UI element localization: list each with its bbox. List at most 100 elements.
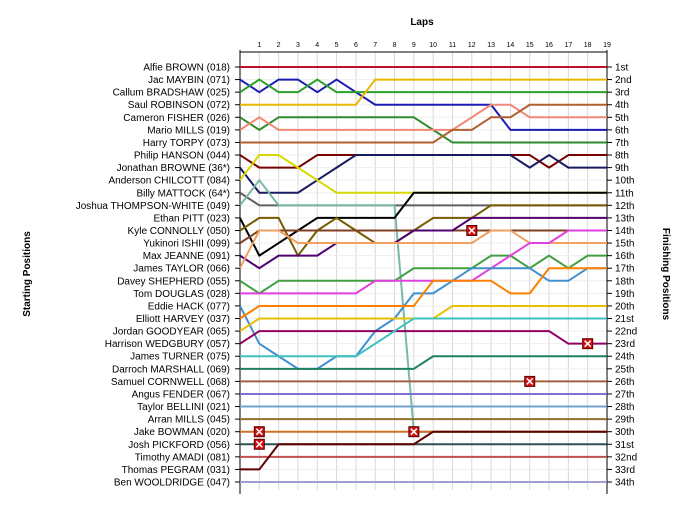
- start-label: Angus FENDER (067): [132, 389, 230, 400]
- finish-label: 22nd: [615, 327, 637, 338]
- start-label: Anderson CHILCOTT (084): [108, 176, 230, 187]
- start-label: Harrison WEDGBURY (057): [105, 339, 230, 350]
- start-label: Joshua THOMPSON-WHITE (049): [76, 201, 230, 212]
- finish-label: 3rd: [615, 88, 629, 99]
- series-lines: [239, 66, 607, 483]
- lap-tick-label: 11: [449, 42, 456, 49]
- start-label: Ethan PITT (023): [153, 213, 230, 224]
- start-label: Ben WOOLDRIDGE (047): [114, 478, 230, 489]
- retirement-cross: [410, 428, 418, 436]
- start-label: Yukinori ISHII (099): [143, 239, 230, 250]
- finish-label: 4th: [615, 100, 629, 111]
- lap-tick-label: 6: [354, 42, 358, 49]
- series-line: [240, 103, 607, 144]
- finish-label: 6th: [615, 125, 629, 136]
- series-line: [240, 430, 607, 471]
- series-line: [239, 216, 607, 270]
- finish-label: 12th: [615, 201, 634, 212]
- lap-tick-label: 13: [487, 42, 495, 49]
- lap-tick-label: 2: [277, 42, 281, 49]
- finish-label: 5th: [615, 113, 629, 124]
- finish-label: 11th: [615, 188, 634, 199]
- lap-tick-label: 12: [468, 42, 476, 49]
- lap-ticks: 1 2 3 4 5 6 7 8 9 10 11 12 13 14 15 16 17 18 19: [257, 42, 611, 49]
- finish-label: 24th: [615, 352, 634, 363]
- series-line: [239, 154, 607, 194]
- finish-label: 7th: [615, 138, 629, 149]
- series-line: [239, 116, 607, 144]
- start-label: Jake BOWMAN (020): [134, 427, 230, 438]
- start-label: Eddie HACK (077): [148, 301, 230, 312]
- finish-label: 18th: [615, 276, 634, 287]
- finish-label: 13th: [615, 213, 634, 224]
- lap-tick-label: 10: [429, 42, 437, 49]
- start-label: Mario MILLS (019): [147, 125, 230, 136]
- series-line: [239, 191, 607, 257]
- series-line: [239, 191, 607, 207]
- finish-label: 29th: [615, 415, 634, 426]
- lap-tick-label: 18: [584, 42, 592, 49]
- lap-tick-label: 14: [507, 42, 515, 49]
- finish-label: 17th: [615, 264, 634, 275]
- start-label: Max JEANNE (091): [143, 251, 230, 262]
- start-label: Billy MATTOCK (64*): [136, 188, 230, 199]
- series-line: [239, 330, 607, 345]
- finish-label: 10th: [615, 176, 634, 187]
- start-label: Timothy AMADI (081): [135, 452, 230, 463]
- lap-tick-label: 7: [373, 42, 377, 49]
- finish-label: 8th: [615, 151, 629, 162]
- start-label: Samuel CORNWELL (068): [111, 377, 230, 388]
- lap-tick-label: 8: [393, 42, 397, 49]
- start-label: Arran MILLS (045): [148, 415, 230, 426]
- retirement-cross: [584, 340, 592, 348]
- start-label: Philip HANSON (044): [134, 151, 230, 162]
- finish-label: 33rd: [615, 465, 635, 476]
- starting-positions-label: Starting Positions: [22, 231, 33, 317]
- finish-label: 34th: [615, 478, 634, 489]
- series-line: [239, 204, 607, 257]
- lap-tick-label: 19: [603, 42, 611, 49]
- finishing-position-labels: 1st2nd3rd4th5th6th7th8th9th10th11th12th1…: [607, 63, 637, 489]
- start-label: Jordan GOODYEAR (065): [113, 327, 230, 338]
- lap-tick-label: 9: [412, 42, 416, 49]
- lap-tick-label: 17: [564, 42, 572, 49]
- starting-position-labels: Alfie BROWN (018)Jac MAYBIN (071) Callum …: [76, 63, 240, 489]
- finish-label: 28th: [615, 402, 634, 413]
- retirement-cross: [526, 377, 534, 385]
- series-line: [240, 317, 607, 358]
- start-label: Alfie BROWN (018): [143, 63, 230, 74]
- series-line: [240, 78, 607, 106]
- finish-label: 26th: [615, 377, 634, 388]
- series-line: [239, 78, 607, 94]
- start-label: Harry TORPY (073): [143, 138, 230, 149]
- start-label: James TURNER (075): [130, 352, 230, 363]
- series-line: [239, 78, 607, 131]
- start-label: Josh PICKFORD (056): [128, 440, 230, 451]
- retirement-cross: [468, 226, 476, 235]
- finish-label: 15th: [615, 239, 634, 250]
- series-line: [239, 267, 607, 320]
- series-line: [239, 254, 607, 295]
- finish-label: 1st: [615, 63, 629, 74]
- finish-label: 25th: [615, 364, 634, 375]
- finish-label: 16th: [615, 251, 634, 262]
- finish-label: 30th: [615, 427, 634, 438]
- lap-tick-label: 4: [315, 42, 319, 49]
- finish-label: 21st: [615, 314, 634, 325]
- series-line: [240, 229, 607, 295]
- finish-label: 31st: [615, 440, 634, 451]
- finish-label: 19th: [615, 289, 634, 300]
- start-label: Taylor BELLINI (021): [137, 402, 230, 413]
- series-line: [239, 154, 607, 194]
- finishing-positions-label: Finishing Positions: [660, 228, 671, 321]
- start-label: Callum BRADSHAW (025): [113, 88, 230, 99]
- finish-label: 20th: [615, 301, 634, 312]
- retirement-cross: [255, 440, 263, 448]
- chart-title: Laps: [410, 17, 434, 28]
- lap-tick-label: 3: [296, 42, 300, 49]
- start-label: Thomas PEGRAM (031): [122, 465, 230, 476]
- finish-label: 23rd: [615, 339, 635, 350]
- start-label: Davey SHEPHERD (055): [117, 276, 230, 287]
- finish-label: 2nd: [615, 75, 632, 86]
